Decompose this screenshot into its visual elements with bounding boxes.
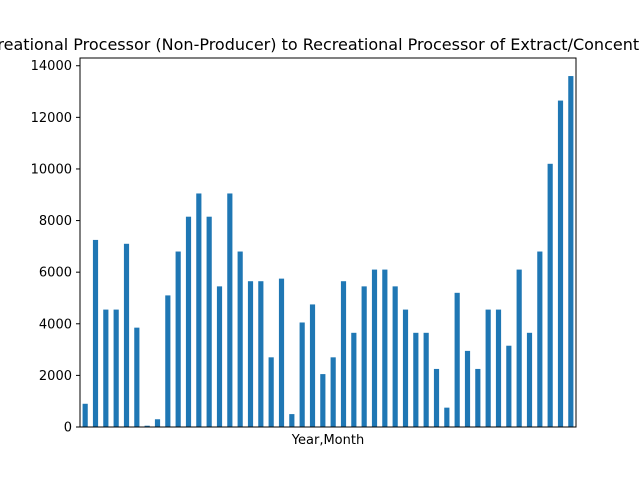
y-tick-label-7: 14000: [31, 59, 72, 74]
bar-25: [340, 281, 347, 427]
bar-27: [361, 286, 367, 427]
x-axis-label: Year,Month: [291, 433, 364, 448]
bar-1: [92, 239, 99, 427]
bar-45: [547, 163, 553, 428]
bar-23: [320, 374, 326, 427]
bar-19: [278, 278, 285, 427]
bar-37: [464, 350, 471, 427]
bar-38: [475, 368, 481, 427]
bar-44: [537, 251, 543, 427]
bar-12: [206, 216, 212, 427]
bar-11: [196, 193, 202, 427]
bar-14: [227, 193, 233, 427]
bar-26: [351, 332, 357, 427]
bar-31: [402, 309, 409, 427]
y-tick-label-4: 8000: [39, 214, 72, 229]
bar-29: [382, 269, 388, 427]
bar-5: [134, 327, 140, 427]
bar-39: [485, 309, 491, 427]
y-tick-label-1: 2000: [39, 369, 72, 384]
bar-42: [516, 269, 522, 427]
bar-10: [185, 216, 192, 427]
bar-3: [113, 309, 119, 427]
bar-46: [557, 100, 564, 427]
bar-0: [82, 403, 88, 427]
bar-41: [506, 345, 512, 427]
bar-21: [299, 322, 305, 427]
y-tick-label-3: 6000: [39, 266, 72, 281]
bar-15: [237, 251, 243, 427]
bar-6: [144, 425, 150, 427]
bar-33: [423, 332, 429, 427]
bar-34: [433, 368, 440, 427]
bar-13: [216, 286, 223, 427]
bar-7: [154, 419, 161, 427]
bar-43: [526, 332, 533, 427]
bar-18: [268, 357, 274, 427]
bar-2: [103, 309, 109, 427]
bar-32: [413, 332, 419, 427]
bar-8: [165, 295, 171, 427]
bar-35: [444, 407, 450, 427]
bar-22: [309, 304, 316, 427]
bar-36: [454, 292, 460, 427]
y-tick-label-6: 12000: [31, 111, 72, 126]
bar-47: [568, 76, 574, 427]
bar-20: [289, 414, 295, 427]
bar-9: [175, 251, 181, 427]
bar-4: [123, 243, 130, 427]
y-tick-label-0: 0: [64, 421, 72, 436]
chart-title: Recreational Processor (Non-Producer) to…: [0, 35, 640, 54]
y-axis: 0 2000 4000 6000 8000 10000 12000 14000: [31, 59, 80, 436]
bars-group: [82, 76, 574, 428]
plot-frame: [79, 57, 577, 428]
bar-30: [392, 286, 398, 427]
bar-16: [247, 281, 254, 427]
bar-17: [258, 281, 264, 427]
bar-24: [330, 357, 336, 427]
y-tick-label-5: 10000: [31, 162, 72, 177]
bar-40: [495, 309, 502, 427]
bar-28: [371, 269, 378, 427]
y-tick-label-2: 4000: [39, 317, 72, 332]
